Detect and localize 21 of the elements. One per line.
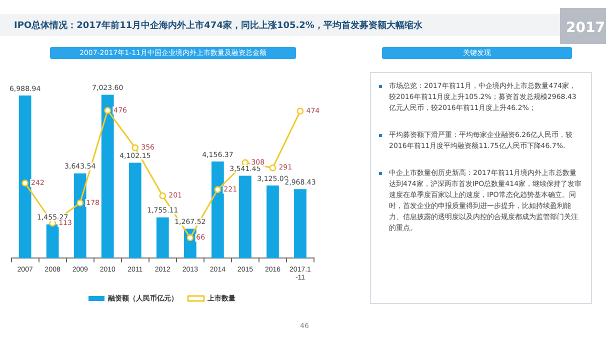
bar [46, 224, 59, 258]
point [186, 234, 194, 242]
bar [128, 162, 142, 258]
point [296, 108, 304, 115]
bar [294, 189, 306, 258]
bar [266, 185, 279, 258]
bar [156, 217, 169, 258]
point [22, 180, 29, 187]
point [76, 200, 84, 206]
chart-title: IPO总体情况：2017年前11月中企海内外上市474家，同比上涨105.2%，平均首发募资额大幅缩水 [14, 19, 422, 32]
bar [18, 96, 32, 258]
bar [239, 176, 252, 258]
point [159, 192, 166, 200]
bar [74, 173, 86, 258]
point [104, 107, 112, 114]
bar [101, 94, 114, 258]
point [214, 186, 222, 194]
point [132, 144, 139, 152]
point [269, 164, 276, 172]
bar [211, 161, 224, 258]
text: 2017 [566, 20, 605, 36]
